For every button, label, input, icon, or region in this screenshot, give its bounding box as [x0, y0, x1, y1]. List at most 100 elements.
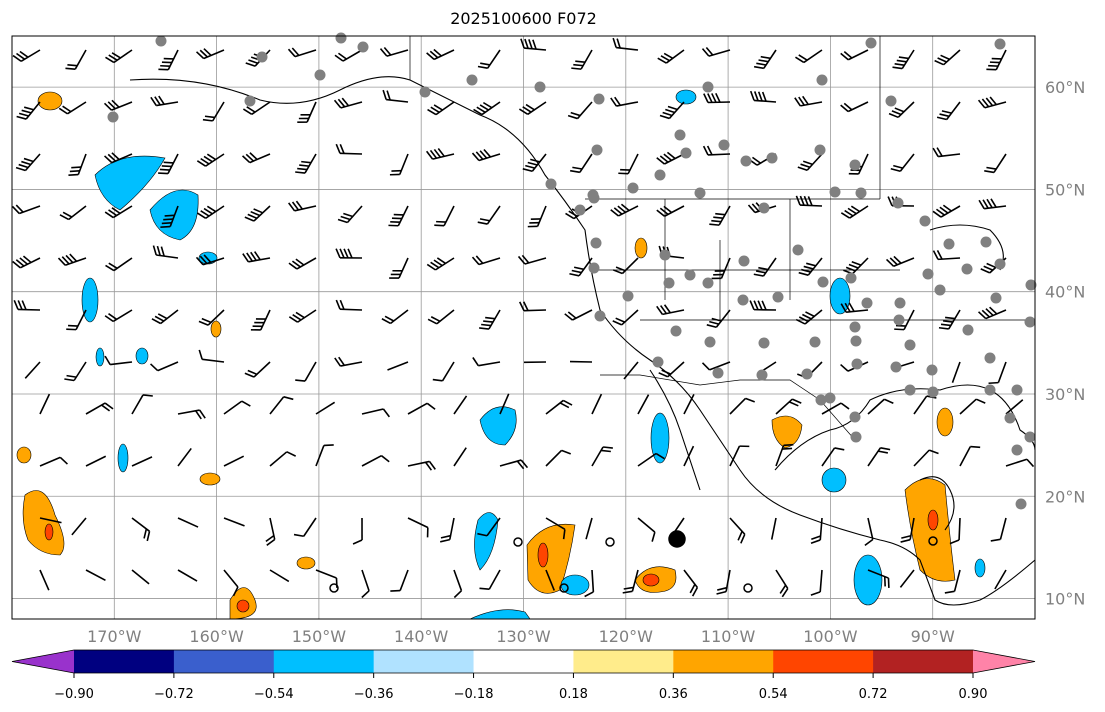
station-dot: [357, 41, 369, 53]
wind-barb: [571, 49, 593, 70]
wind-barb: [867, 398, 894, 415]
station-dot: [893, 314, 905, 326]
wind-barb: [427, 309, 455, 325]
wind-barb: [775, 398, 802, 415]
wind-barb: [984, 153, 1007, 174]
station-dot: [984, 384, 996, 396]
wind-barb: [522, 153, 547, 173]
wind-barb: [269, 451, 297, 467]
circle-marker: [928, 536, 938, 546]
wind-barb: [432, 361, 455, 382]
wind-barb: [545, 569, 555, 591]
wind-barb: [13, 300, 41, 311]
wind-barb: [978, 306, 1007, 320]
station-dot: [588, 262, 600, 274]
wind-barb: [499, 393, 510, 415]
wind-barb: [564, 309, 593, 321]
station-dot: [674, 129, 686, 141]
wind-barb: [795, 309, 823, 325]
wind-barb: [453, 395, 468, 415]
station-dot: [107, 111, 119, 123]
wind-barb: [702, 145, 731, 156]
station-dot: [627, 182, 639, 194]
colorbar-label: −0.90: [54, 687, 94, 702]
wind-barb: [15, 153, 41, 172]
wind-barb: [333, 97, 363, 109]
station-dot: [801, 368, 813, 380]
coastlines: [129, 76, 1036, 606]
wind-barb: [477, 517, 501, 537]
colorbar-extend-min: [12, 650, 74, 673]
wind-barb: [683, 393, 695, 415]
colorbar-label: 0.90: [959, 687, 988, 702]
wind-barb: [471, 255, 501, 266]
colorbar-label: 0.18: [559, 687, 588, 702]
station-dot: [314, 69, 326, 81]
station-dot: [758, 202, 770, 214]
station-dot: [980, 236, 992, 248]
wind-barb: [753, 257, 777, 277]
storm-markers: [329, 530, 938, 593]
wind-barb: [265, 517, 276, 546]
station-dot: [1015, 498, 1027, 510]
wind-barb: [335, 299, 363, 311]
wind-barb: [57, 253, 87, 266]
wind-barb: [196, 153, 225, 167]
wind-barb: [656, 205, 685, 217]
wind-barb: [994, 569, 1007, 590]
wind-barb: [810, 517, 823, 544]
wind-barb: [387, 361, 409, 371]
wind-barb: [426, 257, 455, 271]
wind-barb: [65, 49, 87, 70]
wind-barb: [269, 396, 294, 415]
station-dot: [890, 361, 902, 373]
station-dot: [466, 74, 478, 86]
wind-barb: [242, 101, 271, 115]
wind-barb: [709, 205, 731, 226]
wind-barb: [770, 517, 777, 540]
wind-barb: [794, 95, 823, 107]
station-dot: [817, 276, 829, 288]
wind-barb: [749, 90, 777, 103]
wind-barb: [892, 49, 915, 70]
wind-barb: [16, 101, 41, 120]
wind-barb: [711, 257, 731, 280]
wind-barb: [295, 361, 317, 382]
wind-barb: [288, 200, 317, 212]
wind-barb: [795, 49, 823, 64]
wind-barb: [177, 517, 199, 528]
wind-barb: [610, 96, 639, 107]
station-dot: [419, 86, 431, 98]
wind-barb: [407, 460, 436, 471]
wind-barb: [39, 393, 51, 415]
map-title: 2025100600 F072: [450, 9, 597, 28]
station-dot: [587, 189, 599, 201]
station-dot: [994, 38, 1006, 50]
wind-barb: [527, 205, 547, 228]
wind-barb: [12, 49, 41, 62]
wind-barb: [66, 309, 87, 331]
wind-barb: [103, 99, 133, 111]
wind-barb: [701, 361, 731, 371]
wind-barb: [585, 517, 593, 540]
wind-barb: [297, 101, 317, 123]
lat-tick-label: 20°N: [1045, 487, 1085, 506]
station-dot: [1024, 431, 1036, 443]
lat-tick-label: 40°N: [1045, 283, 1085, 302]
wind-barb: [545, 449, 572, 467]
wind-barb: [288, 257, 317, 270]
wind-barb: [426, 48, 455, 61]
wind-barb: [389, 257, 409, 279]
wind-barb: [545, 399, 573, 415]
wind-barb: [899, 569, 915, 588]
wind-barb: [683, 445, 695, 467]
station-dot: [718, 139, 730, 151]
wind-barb: [913, 449, 939, 467]
wind-barb: [864, 517, 874, 546]
wind-barb: [610, 203, 639, 217]
wind-barb: [867, 569, 890, 588]
lat-tick-label: 10°N: [1045, 590, 1085, 609]
wind-barb: [382, 89, 409, 103]
station-dot: [926, 364, 938, 376]
wind-barb: [938, 309, 961, 330]
